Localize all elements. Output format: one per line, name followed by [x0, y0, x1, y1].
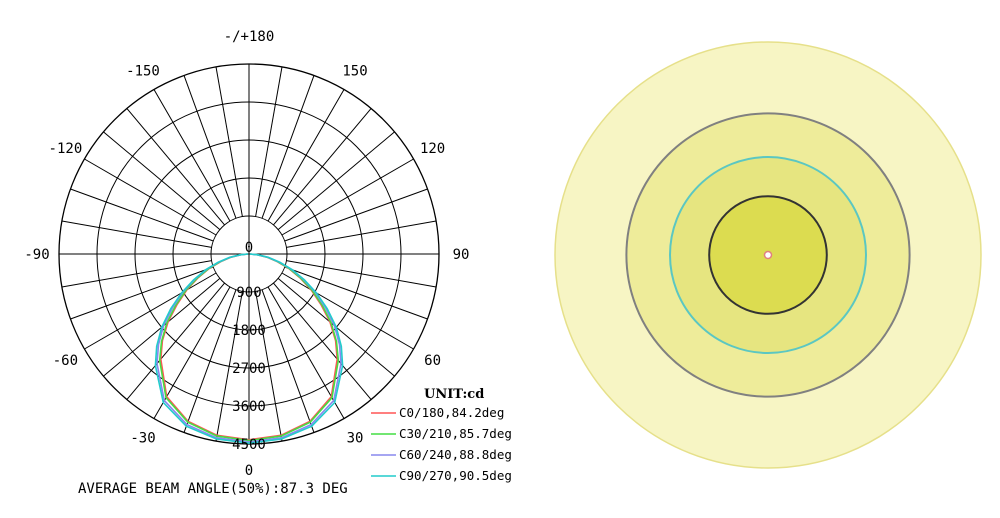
legend-entry: C30/210,85.7deg	[399, 426, 512, 441]
radial-tick-label: 900	[236, 285, 261, 301]
series-curve-4	[154, 253, 344, 445]
angular-tick-label: -30	[130, 431, 155, 447]
grid-spoke	[215, 66, 243, 217]
grid-spoke	[84, 272, 217, 350]
grid-spoke	[267, 286, 345, 419]
legend-entry: C60/240,88.8deg	[399, 447, 512, 462]
grid-spoke	[273, 108, 372, 226]
grid-spoke	[70, 188, 214, 242]
angular-tick-label: -60	[53, 353, 78, 369]
angular-tick-label: 150	[342, 63, 367, 79]
radial-tick-label: 0	[245, 240, 253, 256]
angular-tick-label: -90	[24, 247, 49, 263]
grid-spoke	[84, 158, 217, 236]
grid-spoke	[286, 260, 437, 288]
angular-tick-labels: -/+180 150 120 90 60 30 0 -30 -60 -90 -120 -150	[24, 29, 469, 479]
angular-tick-label: 120	[420, 141, 445, 157]
grid-spoke	[70, 266, 214, 320]
angular-tick-label: 0	[245, 463, 253, 479]
angular-tick-label: -/+180	[224, 29, 275, 45]
angular-tick-label: 90	[453, 247, 470, 263]
polar-grid	[58, 63, 440, 445]
grid-spoke	[103, 131, 221, 230]
radial-tick-label: 4500	[232, 437, 266, 453]
grid-spoke	[255, 291, 283, 442]
angular-tick-label: 30	[347, 431, 364, 447]
grid-spoke	[261, 75, 315, 219]
grid-spoke	[61, 220, 212, 248]
polar-curves	[154, 253, 344, 445]
grid-spoke	[286, 220, 437, 248]
grid-spoke	[273, 282, 372, 400]
grid-spoke	[281, 158, 414, 236]
grid-spoke	[126, 108, 225, 226]
grid-spoke	[284, 188, 428, 242]
isolux-contour-diagram	[554, 41, 982, 469]
unit-label: UNIT:cd	[424, 387, 484, 402]
grid-spoke	[267, 89, 345, 222]
grid-spoke	[153, 89, 231, 222]
center-marker	[763, 250, 773, 260]
grid-spoke	[261, 289, 315, 433]
radial-tick-label: 2700	[232, 361, 266, 377]
angular-tick-label: 60	[424, 353, 441, 369]
grid-spoke	[61, 260, 212, 288]
legend-entry: C0/180,84.2deg	[399, 405, 504, 420]
radial-tick-label: 1800	[232, 323, 266, 339]
grid-spoke	[126, 282, 225, 400]
radial-tick-labels: 0 900 1800 2700 3600 4500	[232, 240, 266, 453]
radial-tick-label: 3600	[232, 399, 266, 415]
angular-tick-label: -150	[126, 63, 160, 79]
grid-spoke	[281, 272, 414, 350]
angular-tick-label: -120	[49, 141, 83, 157]
grid-spoke	[153, 286, 231, 419]
grid-spoke	[277, 131, 395, 230]
grid-spoke	[215, 291, 243, 442]
polar-intensity-chart: 0 900 1800 2700 3600 4500 -/+180 150 120 90 60 30 0…	[24, 29, 512, 497]
grid-spoke	[183, 75, 237, 219]
legend-entry: C90/270,90.5deg	[399, 468, 512, 483]
grid-spoke	[284, 266, 428, 320]
beam-angle-footer: AVERAGE BEAM ANGLE(50%):87.3 DEG	[78, 481, 348, 497]
grid-spoke	[255, 66, 283, 217]
grid-spoke	[183, 289, 237, 433]
legend: C0/180,84.2deg C30/210,85.7deg C60/240,88.…	[371, 405, 512, 483]
